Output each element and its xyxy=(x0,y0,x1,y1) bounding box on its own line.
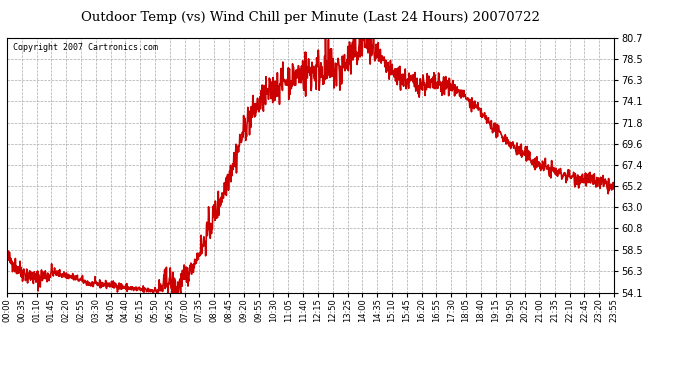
Text: Copyright 2007 Cartronics.com: Copyright 2007 Cartronics.com xyxy=(13,43,158,52)
Text: Outdoor Temp (vs) Wind Chill per Minute (Last 24 Hours) 20070722: Outdoor Temp (vs) Wind Chill per Minute … xyxy=(81,11,540,24)
